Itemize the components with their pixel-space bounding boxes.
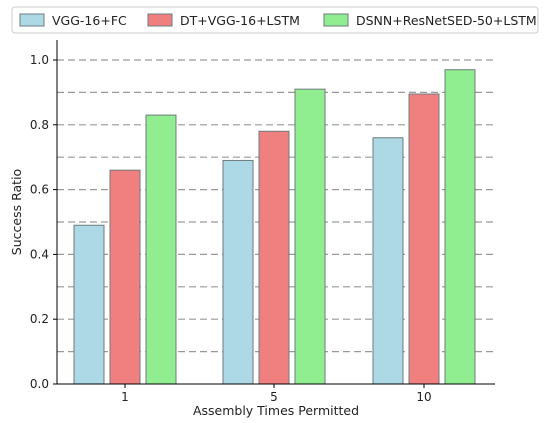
bar	[145, 114, 177, 385]
x-axis-label: Assembly Times Permitted	[193, 403, 359, 418]
legend-frame	[11, 6, 539, 34]
legend-label: VGG-16+FC	[52, 13, 127, 28]
y-tick-label: 1.0	[30, 53, 49, 67]
y-tick-label: 0.4	[30, 247, 49, 261]
x-tick-label: 1	[121, 390, 129, 404]
legend-swatch	[147, 13, 173, 27]
bar	[73, 224, 105, 385]
bar	[258, 130, 290, 385]
y-tick-label: 0.2	[30, 312, 49, 326]
bar	[444, 69, 476, 385]
bar	[109, 169, 141, 385]
y-tick-label: 0.0	[30, 377, 49, 391]
legend-label: DT+VGG-16+LSTM	[180, 13, 300, 28]
bar	[408, 93, 440, 385]
y-axis-label: Success Ratio	[9, 169, 24, 255]
x-tick-label: 10	[416, 390, 431, 404]
x-tick-label: 5	[270, 390, 278, 404]
legend-swatch	[323, 13, 349, 27]
x-ticks: 1 5 10	[121, 384, 432, 404]
y-tick-label: 0.6	[30, 183, 49, 197]
legend: VGG-16+FC DT+VGG-16+LSTM DSNN+ResNetSED-50…	[11, 6, 539, 34]
bars	[73, 69, 476, 385]
bar	[222, 159, 254, 385]
legend-label: DSNN+ResNetSED-50+LSTM	[356, 13, 537, 28]
legend-swatch	[19, 13, 45, 27]
bar	[294, 88, 326, 385]
axes	[56, 40, 495, 385]
y-ticks: 0.0 0.2 0.4 0.6 0.8 1.0	[30, 53, 57, 391]
bar	[372, 137, 404, 385]
y-tick-label: 0.8	[30, 118, 49, 132]
